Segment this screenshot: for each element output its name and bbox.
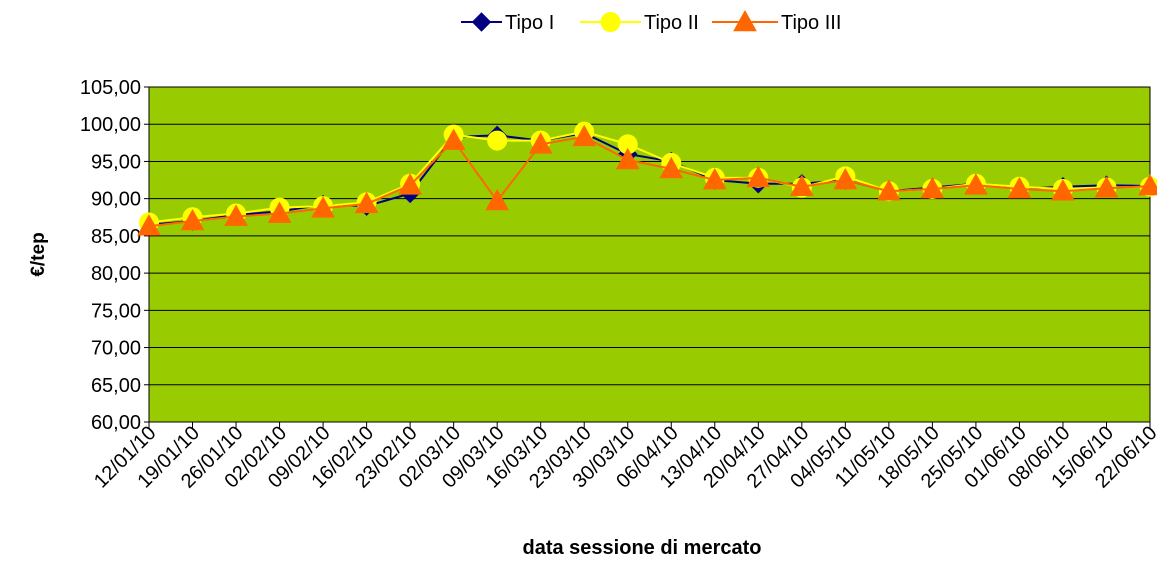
data-point bbox=[267, 201, 292, 223]
y-axis: 60,00 65,00 70,00 75,00 80,00 85,00 90,00 95,00… bbox=[80, 77, 150, 434]
legend-item: Tipo III bbox=[712, 9, 841, 34]
y-tick-label: 70,00 bbox=[91, 338, 141, 360]
y-tick-label: 90,00 bbox=[91, 189, 141, 211]
plot-area bbox=[148, 86, 1151, 423]
legend-marker bbox=[733, 9, 757, 32]
legend-item: Tipo I bbox=[461, 12, 554, 34]
data-point bbox=[1094, 176, 1119, 198]
y-tick-label: 85,00 bbox=[91, 226, 141, 248]
legend-marker bbox=[471, 12, 492, 32]
series-group bbox=[137, 121, 1157, 236]
data-point bbox=[441, 128, 466, 150]
legend-label: Tipo II bbox=[644, 12, 699, 34]
data-point bbox=[964, 173, 988, 195]
gridlines bbox=[149, 86, 1150, 423]
data-point bbox=[311, 196, 335, 218]
data-point bbox=[833, 168, 858, 190]
data-point bbox=[789, 174, 814, 197]
data-point bbox=[485, 188, 510, 211]
data-point bbox=[180, 208, 205, 231]
legend: Tipo I Tipo II Tipo III bbox=[461, 9, 841, 34]
data-point bbox=[224, 204, 248, 226]
y-tick-label: 100,00 bbox=[80, 114, 141, 136]
data-point bbox=[702, 168, 727, 190]
legend-item: Tipo II bbox=[580, 12, 699, 34]
data-point bbox=[659, 156, 684, 179]
data-point bbox=[877, 179, 901, 201]
data-point bbox=[528, 132, 553, 154]
legend-label: Tipo III bbox=[781, 12, 841, 34]
data-point bbox=[920, 176, 945, 199]
y-tick-label: 80,00 bbox=[91, 263, 141, 285]
data-point bbox=[1007, 176, 1032, 199]
series-line bbox=[148, 135, 1151, 228]
data-point bbox=[1051, 179, 1075, 201]
data-point bbox=[615, 147, 640, 170]
data-point bbox=[354, 191, 379, 214]
data-point bbox=[572, 124, 597, 147]
y-tick-label: 95,00 bbox=[91, 151, 141, 173]
data-point bbox=[1138, 173, 1157, 196]
y-tick-label: 105,00 bbox=[80, 77, 141, 99]
series-3 bbox=[137, 124, 1157, 236]
legend-label: Tipo I bbox=[505, 12, 554, 34]
data-point bbox=[487, 130, 508, 151]
x-axis-title: data sessione di mercato bbox=[523, 537, 762, 559]
y-tick-label: 65,00 bbox=[91, 375, 141, 397]
data-point bbox=[398, 173, 422, 195]
data-point bbox=[746, 165, 771, 188]
x-axis: 12/01/1019/01/1026/01/1002/02/1009/02/10… bbox=[90, 421, 1157, 493]
y-tick-label: 60,00 bbox=[91, 412, 141, 434]
legend-marker bbox=[600, 12, 621, 32]
data-point bbox=[137, 214, 161, 236]
y-axis-title: €/tep bbox=[28, 232, 49, 276]
y-tick-label: 75,00 bbox=[91, 300, 141, 322]
